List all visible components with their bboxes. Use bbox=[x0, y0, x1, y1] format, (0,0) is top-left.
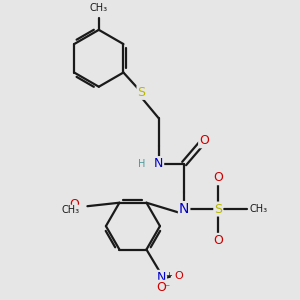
Text: ⁻: ⁻ bbox=[164, 284, 169, 294]
Text: O: O bbox=[199, 134, 209, 147]
Text: CH₃: CH₃ bbox=[61, 206, 80, 215]
Text: N: N bbox=[154, 157, 163, 170]
Text: O: O bbox=[69, 198, 79, 211]
Text: N: N bbox=[157, 271, 166, 284]
Text: +: + bbox=[165, 272, 172, 280]
Text: CH₃: CH₃ bbox=[90, 3, 108, 13]
Text: CH₃: CH₃ bbox=[250, 204, 268, 214]
Text: O: O bbox=[174, 271, 183, 281]
Text: S: S bbox=[137, 86, 146, 99]
Text: N: N bbox=[179, 202, 189, 216]
Text: O: O bbox=[213, 171, 223, 184]
Text: H: H bbox=[138, 158, 145, 169]
Text: O: O bbox=[213, 234, 223, 247]
Text: S: S bbox=[214, 202, 222, 215]
Text: O: O bbox=[156, 281, 166, 294]
